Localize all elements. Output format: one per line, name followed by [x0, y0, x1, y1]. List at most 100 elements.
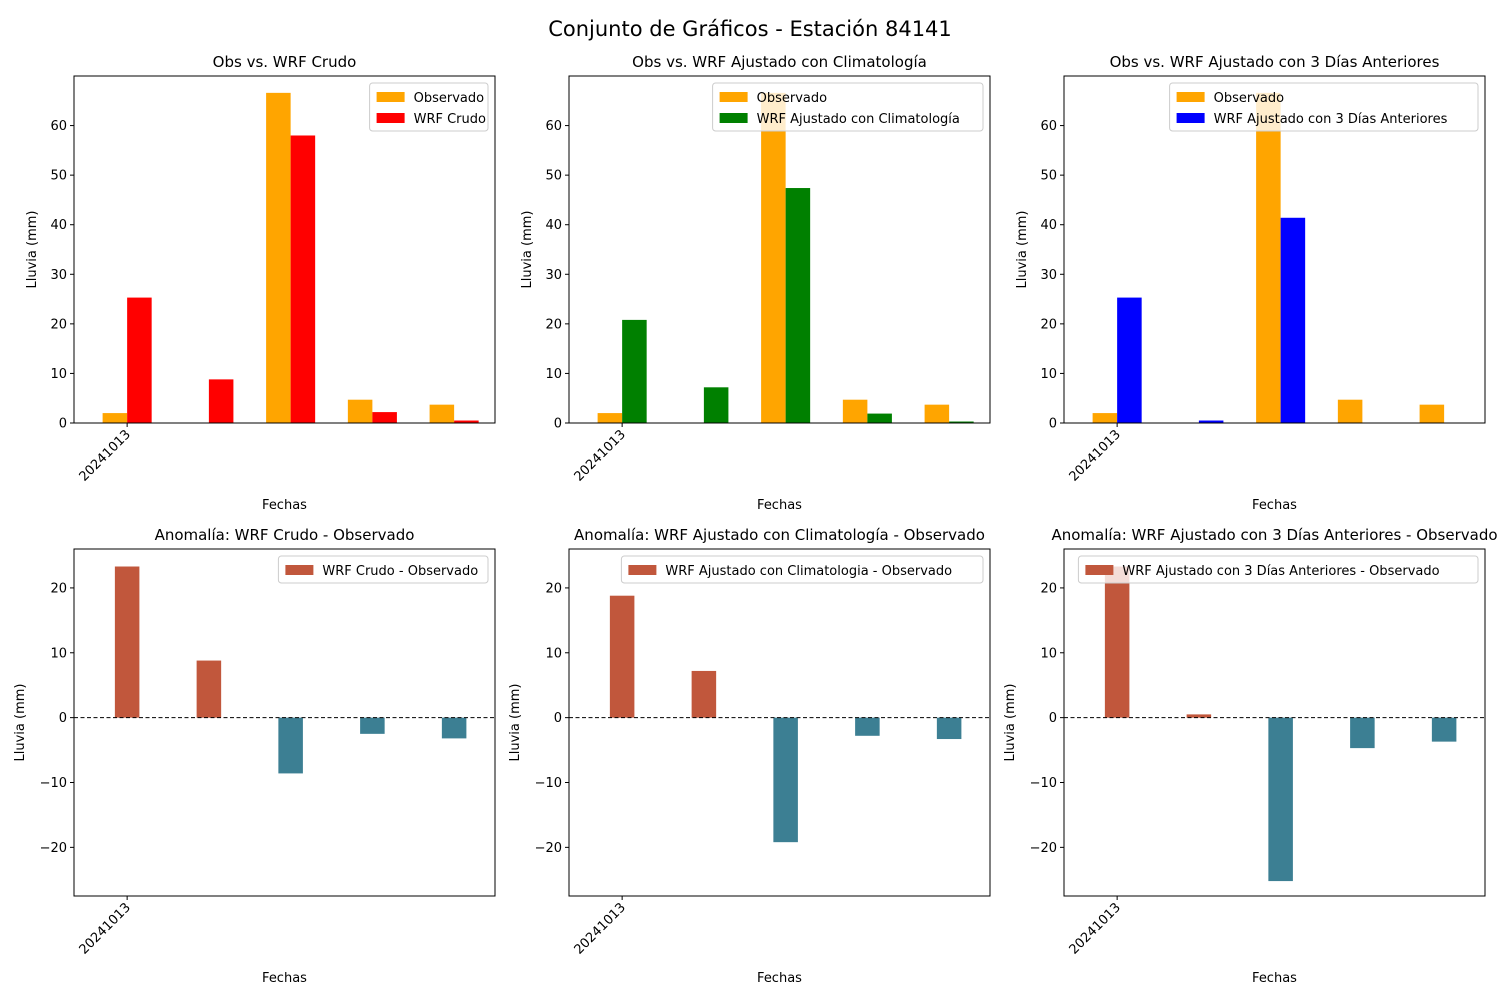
chart-4-bar-anomaly-2 [196, 660, 222, 718]
chart-2-bar-observado-4 [842, 399, 868, 423]
chart-4-legend-label-1: WRF Crudo - Observado [322, 564, 478, 579]
chart-1-ytick-label: 0 [59, 417, 67, 432]
chart-5-bar-anomaly-2 [691, 670, 717, 718]
chart-4-ytick-label: −10 [40, 776, 67, 791]
chart-6-ytick-label: 20 [1040, 581, 1057, 596]
chart-4-title: Anomalía: WRF Crudo - Observado [155, 526, 415, 544]
chart-3-bar-wrf-1 [1117, 297, 1142, 423]
chart-3-xlabel: Fechas [1252, 498, 1297, 513]
chart-3-ytick-label: 20 [1040, 317, 1057, 332]
chart-5-legend-box [620, 555, 984, 584]
chart-4-legend-box [277, 555, 489, 584]
chart-3-ytick-label: 50 [1040, 169, 1057, 184]
chart-5-title: Anomalía: WRF Ajustado con Climatología … [574, 526, 985, 544]
chart-6-bar-anomaly-4 [1350, 717, 1375, 749]
chart-2-ytick-label: 30 [545, 268, 562, 283]
chart-1-legend-label-2: WRF Crudo [414, 112, 486, 127]
chart-3-ytick-label: 60 [1040, 119, 1057, 134]
chart-3-legend-box [1169, 82, 1479, 132]
chart-1-ytick-label: 30 [50, 268, 67, 283]
chart-5-ytick-label: 10 [545, 646, 562, 661]
chart-2-ytick-label: 60 [545, 119, 562, 134]
chart-5-bar-anomaly-1 [609, 595, 635, 718]
chart-2-legend: Observado WRF Ajustado con Climatología [712, 82, 984, 132]
chart-panel-3: Obs vs. WRF Ajustado con 3 Días Anterior… [1015, 53, 1486, 513]
chart-5-bar-anomaly-4 [855, 717, 880, 736]
chart-4-bar-anomaly-3 [278, 717, 303, 774]
chart-6-bar-anomaly-5 [1431, 717, 1457, 742]
chart-3-ytick-label: 0 [1049, 417, 1057, 432]
chart-1-legend-swatch-1 [376, 92, 405, 102]
chart-1-ytick-label: 60 [50, 119, 67, 134]
chart-4-ylabel: Lluvia (mm) [13, 684, 28, 762]
chart-1-ytick-label: 50 [50, 169, 67, 184]
chart-2-axes-frame [568, 75, 991, 424]
chart-1-bar-observado-5 [429, 404, 455, 423]
chart-6-bar-anomaly-3 [1268, 717, 1293, 882]
chart-3-bar-wrf-2 [1198, 420, 1224, 423]
chart-1-legend-swatch-2 [376, 113, 405, 123]
chart-1-ylabel: Lluvia (mm) [25, 211, 40, 289]
chart-5-legend: WRF Ajustado con Climatologia - Observad… [620, 555, 984, 584]
chart-5-legend-swatch-1 [628, 565, 657, 575]
chart-2-ytick-label: 40 [545, 218, 562, 233]
chart-2-legend-box [712, 82, 984, 132]
chart-1-bar-wrf-2 [208, 379, 234, 423]
chart-2-bar-observado-3 [761, 92, 786, 424]
chart-3-ytick-label: 30 [1040, 268, 1057, 283]
chart-3-ylabel: Lluvia (mm) [1015, 211, 1030, 289]
chart-2-legend-swatch-1 [719, 92, 748, 102]
chart-4-legend-swatch-1 [285, 565, 314, 575]
chart-2-ytick-label: 0 [554, 417, 562, 432]
chart-3-ytick-label: 40 [1040, 218, 1057, 233]
chart-2-bar-wrf-1 [622, 319, 647, 423]
chart-5-ytick-label: 20 [545, 581, 562, 596]
chart-6-bar-anomaly-2 [1186, 714, 1212, 718]
chart-2-ylabel: Lluvia (mm) [520, 211, 535, 289]
chart-2-ytick-label: 10 [545, 367, 562, 382]
chart-5-axes-frame [568, 548, 991, 897]
chart-4-bar-anomaly-4 [360, 717, 385, 734]
chart-3-xtick-label: 20241013 [1067, 427, 1124, 484]
chart-panel-1: Obs vs. WRF Crudo 0 10 20 30 40 50 60 20241013 Fe… [25, 53, 496, 513]
chart-4-legend: WRF Crudo - Observado [277, 555, 489, 584]
chart-5-xtick-label: 20241013 [572, 900, 629, 957]
chart-1-ytick-label: 10 [50, 367, 67, 382]
chart-5-ytick-label: 0 [554, 711, 562, 726]
chart-panel-5: Anomalía: WRF Ajustado con Climatología … [508, 526, 991, 986]
chart-2-bar-observado-5 [924, 404, 950, 423]
chart-5-ytick-label: −10 [535, 776, 562, 791]
chart-2-ytick-label: 50 [545, 169, 562, 184]
chart-1-bar-wrf-3 [290, 135, 316, 423]
chart-1-xtick-label: 20241013 [77, 427, 134, 484]
chart-2-bar-wrf-5 [949, 421, 974, 423]
chart-6-legend-label-1: WRF Ajustado con 3 Días Anteriores - Obs… [1122, 564, 1439, 579]
chart-1-bar-wrf-1 [127, 297, 152, 423]
chart-4-xtick-label: 20241013 [77, 900, 134, 957]
chart-6-ylabel: Lluvia (mm) [1003, 684, 1018, 762]
chart-6-ytick-label: −20 [1030, 841, 1057, 856]
chart-1-bar-wrf-5 [454, 420, 479, 423]
chart-2-bar-observado-1 [597, 413, 623, 423]
chart-3-axes-frame [1063, 75, 1486, 424]
chart-6-title: Anomalía: WRF Ajustado con 3 Días Anteri… [1051, 526, 1497, 544]
chart-1-bar-observado-1 [102, 413, 128, 423]
chart-1-title: Obs vs. WRF Crudo [213, 53, 357, 71]
chart-4-bar-anomaly-1 [114, 566, 140, 718]
chart-1-bar-observado-4 [347, 399, 373, 423]
chart-1-xlabel: Fechas [262, 498, 307, 513]
chart-2-xtick-label: 20241013 [572, 427, 629, 484]
chart-6-legend-swatch-1 [1085, 565, 1114, 575]
chart-1-bar-wrf-4 [372, 412, 397, 423]
chart-5-legend-label-1: WRF Ajustado con Climatologia - Observad… [665, 564, 952, 579]
chart-1-axes-frame [73, 75, 496, 424]
chart-6-bar-anomaly-1 [1104, 566, 1130, 718]
chart-3-legend-label-1: Observado [1214, 91, 1285, 106]
chart-2-bar-wrf-2 [703, 387, 729, 423]
chart-2-legend-swatch-2 [719, 113, 748, 123]
chart-3-legend-swatch-1 [1176, 92, 1205, 102]
chart-panel-6: Anomalía: WRF Ajustado con 3 Días Anteri… [1003, 526, 1498, 986]
chart-5-xlabel: Fechas [757, 971, 802, 986]
